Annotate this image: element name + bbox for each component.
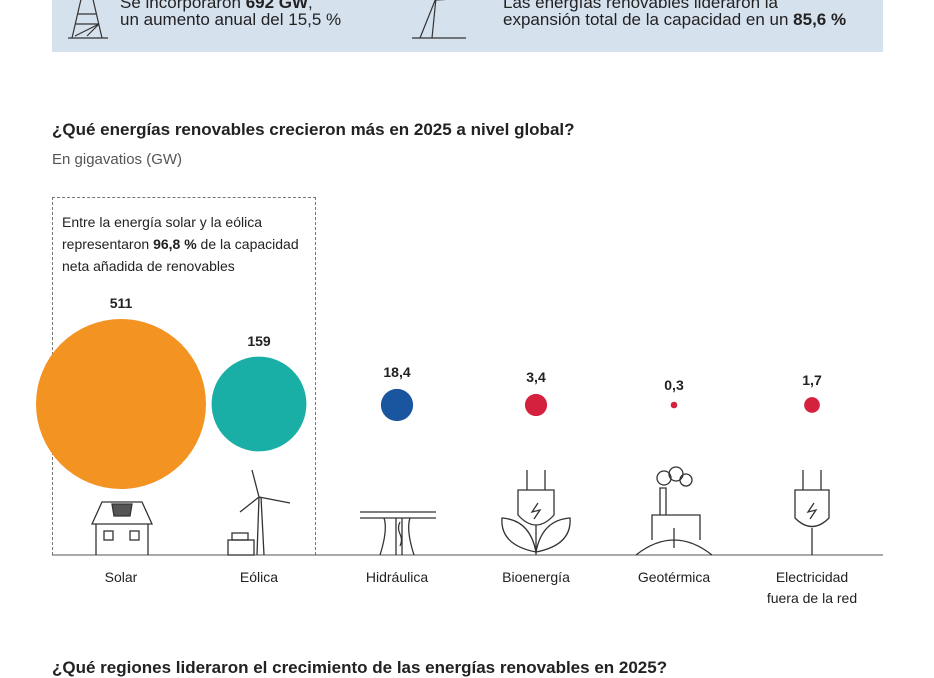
wind-turbine-icon: [227, 469, 291, 556]
dam-icon: [360, 511, 436, 556]
bubble-hidraulica: [380, 388, 414, 422]
banner-left-line2: un aumento anual del 15,5 %: [120, 10, 342, 29]
banner-right-line2: expansión total de la capacidad en un 85…: [503, 10, 847, 29]
bubble-bioenergia: [524, 393, 548, 417]
geothermal-plant-icon: [635, 466, 713, 556]
transmission-tower-icon: [68, 0, 108, 39]
bubble-solar: [36, 319, 206, 489]
bubble-electricidad: [804, 397, 820, 413]
offgrid-plug-icon: [794, 470, 830, 555]
annotation: Entre la energía solar y la eólica repre…: [62, 214, 299, 274]
category-label-eolica: Eólica: [239, 569, 279, 585]
category-label-solar: Solar: [104, 569, 138, 585]
value-label-bioenergia: 3,4: [526, 368, 546, 385]
chart-subtitle: En gigavatios (GW): [52, 151, 183, 168]
category-label-electricidad: Electricidad fuera de la red: [766, 569, 858, 606]
bioenergy-plug-icon: [501, 470, 571, 555]
chart-title: ¿Qué energías renovables crecieron más e…: [52, 120, 575, 139]
next-section-title: ¿Qué regiones lideraron el crecimiento d…: [52, 658, 668, 677]
value-label-geotermica: 0,3: [664, 376, 684, 393]
wind-turbine-icon: [412, 0, 466, 39]
category-label-geotermica: Geotérmica: [637, 569, 711, 585]
banner-right-line1: Las energías renovables lideraron la: [503, 0, 779, 12]
category-label-bioenergia: Bioenergía: [502, 569, 570, 585]
bubble-geotermica: [670, 401, 678, 409]
value-label-solar: 511: [109, 295, 133, 311]
value-label-hidraulica: 18,4: [383, 363, 411, 380]
banner-left-line1: Se incorporaron 692 GW,: [120, 0, 313, 12]
summary-banner: [52, 0, 883, 52]
bubble-eolica: [211, 356, 307, 452]
category-label-hidraulica: Hidráulica: [365, 569, 429, 585]
value-label-eolica: 159: [247, 332, 271, 349]
house-solar-icon: [90, 501, 154, 555]
value-label-electricidad: 1,7: [802, 372, 822, 389]
